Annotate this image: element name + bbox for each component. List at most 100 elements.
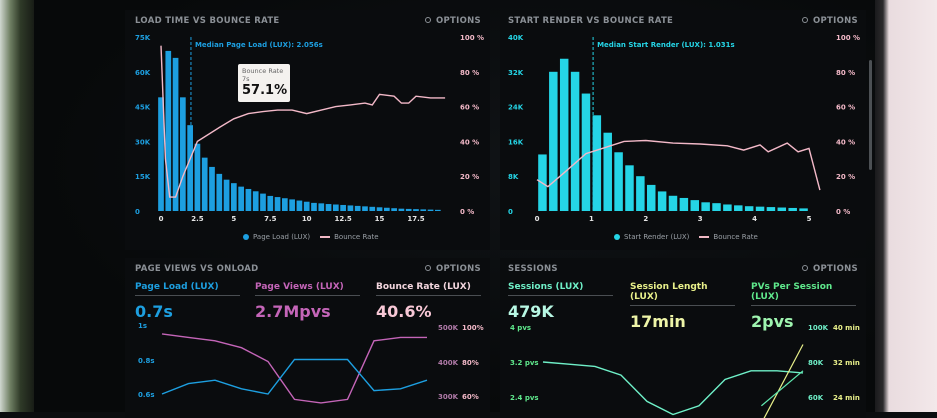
y2-tick-label: 40 %: [460, 138, 479, 146]
bar: [318, 203, 324, 211]
bar: [362, 206, 368, 211]
bar: [180, 97, 186, 211]
bar: [413, 209, 419, 211]
bar: [326, 204, 332, 211]
y2-tick-label: 500K: [438, 324, 459, 332]
bar: [571, 72, 579, 211]
bar: [231, 183, 237, 211]
bar: [253, 191, 259, 211]
bar: [756, 207, 764, 211]
bar: [734, 205, 742, 211]
y2-tick-label: 20 %: [836, 173, 855, 181]
bar: [282, 198, 288, 211]
median-label: Median Page Load (LUX): 2.056s: [195, 41, 323, 49]
bar: [195, 144, 201, 211]
bar: [355, 206, 361, 211]
bar: [340, 205, 346, 211]
bar: [311, 203, 317, 211]
x-tick-label: 2.5: [191, 215, 204, 223]
y3-tick-label: 80%: [462, 359, 479, 367]
x-tick-label: 1: [589, 215, 594, 223]
bounce-rate-line: [537, 141, 820, 191]
tooltip-value: 57.1%: [242, 83, 286, 98]
bar: [603, 133, 611, 211]
bar: [369, 207, 375, 211]
bar: [384, 208, 390, 211]
y-tick-label: 30K: [135, 138, 151, 146]
y2-tick-label: 300K: [438, 393, 459, 401]
y3-tick-label: 32 min: [833, 359, 860, 367]
tooltip-x: 7s: [242, 75, 286, 83]
bar: [778, 208, 786, 211]
y-tick-label: 60K: [135, 69, 151, 77]
y2-tick-label: 60 %: [460, 104, 479, 112]
y-tick-label: 3.2 pvs: [510, 359, 539, 367]
y-tick-label: 8K: [508, 173, 519, 181]
y2-tick-label: 80K: [808, 359, 824, 367]
bar: [216, 174, 222, 211]
bar: [289, 199, 295, 211]
x-tick-label: 0: [159, 215, 164, 223]
y2-tick-label: 0 %: [836, 208, 850, 216]
x-tick-label: 5: [807, 215, 812, 223]
bar: [173, 58, 179, 211]
bar: [680, 198, 688, 211]
bar: [435, 210, 441, 211]
bar: [799, 208, 807, 211]
page-load-line: [162, 360, 427, 395]
bar: [669, 196, 677, 211]
bar: [691, 200, 699, 211]
bar: [428, 210, 434, 211]
pvs-per-session-line: [543, 362, 803, 415]
y-tick-label: 32K: [508, 69, 524, 77]
x-tick-label: 7.5: [264, 215, 277, 223]
bar: [549, 72, 557, 211]
y-tick-label: 16K: [508, 138, 524, 146]
y-tick-label: 0: [135, 208, 140, 216]
bar: [333, 205, 339, 211]
bar: [723, 204, 731, 211]
sessions-line: [761, 371, 803, 406]
bar: [767, 207, 775, 211]
bar: [304, 202, 310, 211]
bar: [593, 115, 601, 211]
y-tick-label: 4 pvs: [510, 324, 531, 332]
x-tick-label: 12.5: [334, 215, 351, 223]
y2-tick-label: 80 %: [836, 69, 855, 77]
bar: [399, 209, 405, 211]
tooltip-label: Bounce Rate: [242, 67, 286, 75]
bar: [712, 203, 720, 211]
bar: [636, 176, 644, 211]
x-tick-label: 15: [375, 215, 385, 223]
y-tick-label: 45K: [135, 104, 151, 112]
y-tick-label: 0: [508, 208, 513, 216]
y-tick-label: 75K: [135, 34, 151, 42]
y-tick-label: 0.6s: [138, 391, 155, 399]
bar: [209, 167, 215, 211]
page-views-line: [162, 334, 427, 403]
y2-tick-label: 60K: [808, 394, 824, 402]
y2-tick-label: 40 %: [836, 138, 855, 146]
x-tick-label: 10: [302, 215, 312, 223]
y2-tick-label: 100K: [808, 324, 829, 332]
y2-tick-label: 0 %: [460, 208, 474, 216]
bar: [788, 208, 796, 211]
bar: [745, 206, 753, 211]
bar: [560, 59, 568, 211]
bar: [275, 197, 281, 211]
y3-tick-label: 40 min: [833, 324, 860, 332]
bar: [658, 191, 666, 211]
x-tick-label: 3: [698, 215, 703, 223]
median-label: Median Start Render (LUX): 1.031s: [597, 41, 735, 49]
bar: [647, 185, 655, 211]
y-tick-label: 40K: [508, 34, 524, 42]
y2-tick-label: 400K: [438, 359, 459, 367]
y2-tick-label: 80 %: [460, 69, 479, 77]
y3-tick-label: 100%: [462, 324, 484, 332]
y2-tick-label: 60 %: [836, 104, 855, 112]
y2-tick-label: 100 %: [836, 34, 860, 42]
x-tick-label: 5: [231, 215, 236, 223]
bar: [614, 152, 622, 211]
bar: [297, 201, 303, 211]
